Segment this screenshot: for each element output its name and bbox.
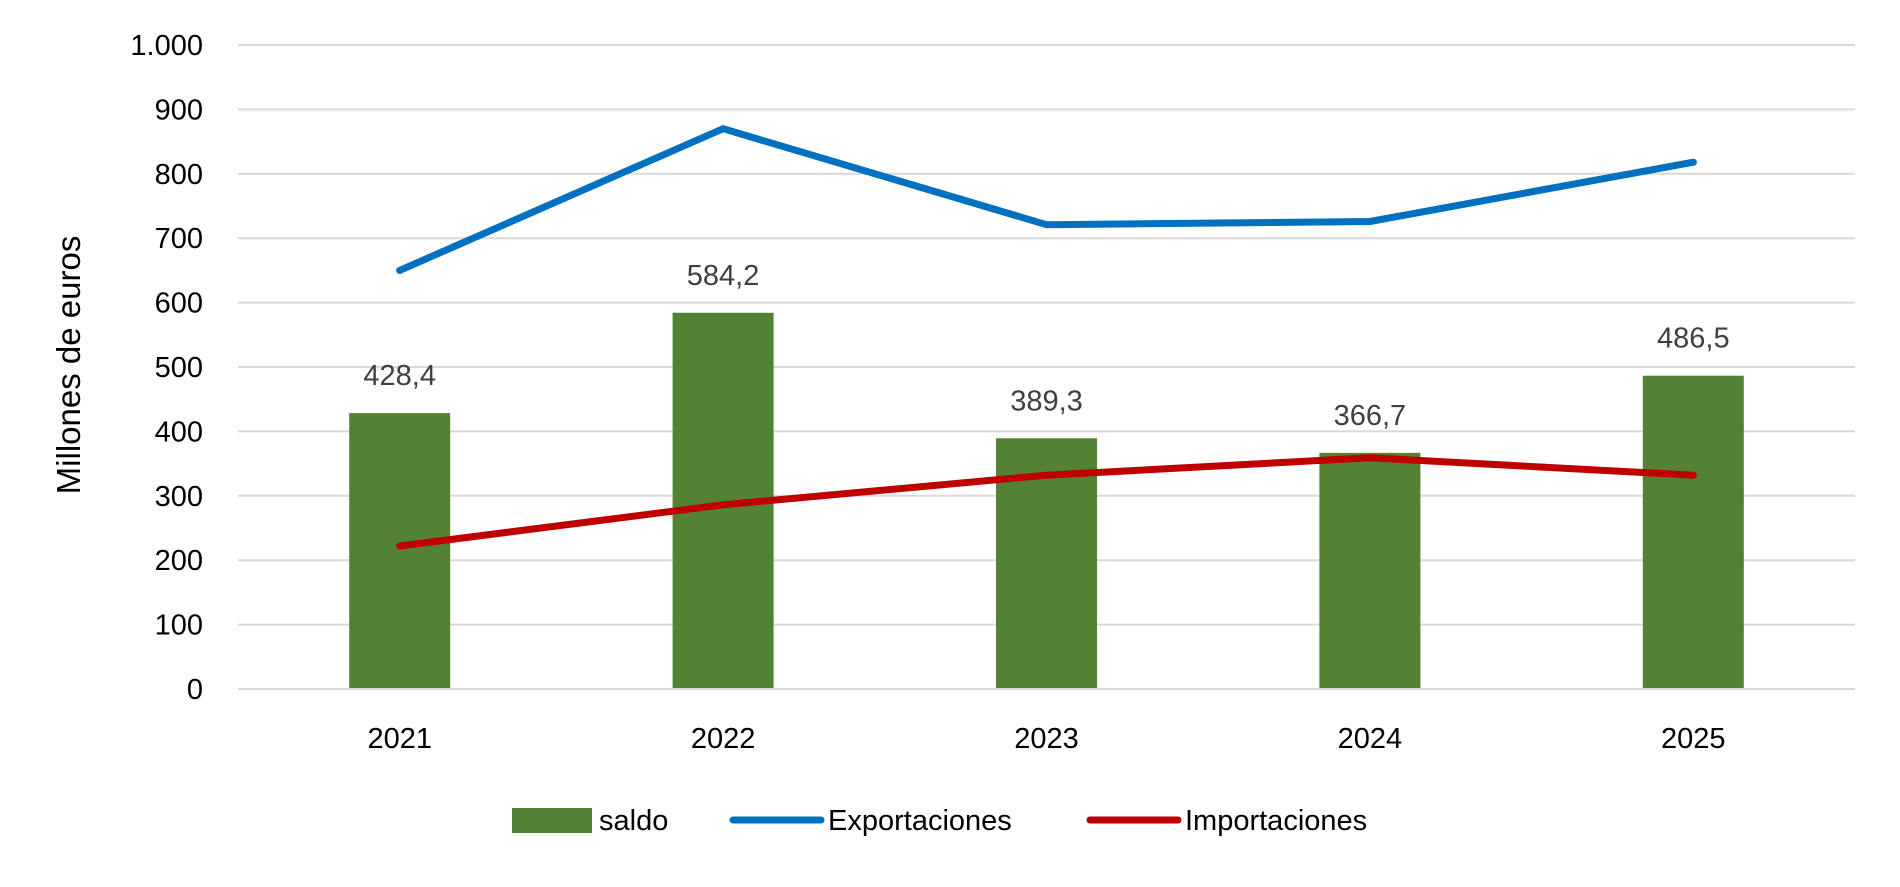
y-tick-label: 900 [155, 94, 203, 126]
line-point-Importaciones[interactable] [719, 501, 727, 509]
x-tick-label: 2025 [1661, 723, 1726, 755]
x-tick-label: 2022 [691, 723, 756, 755]
y-tick-label: 800 [155, 159, 203, 191]
legend-item[interactable]: saldo [512, 805, 668, 837]
x-tick-label: 2021 [367, 723, 432, 755]
y-tick-label: 1.000 [130, 30, 203, 62]
line-point-Importaciones[interactable] [396, 542, 404, 550]
bar-data-label: 389,3 [1010, 385, 1083, 417]
y-tick-label: 0 [187, 674, 203, 706]
bar-saldo[interactable] [349, 413, 451, 689]
line-point-Importaciones[interactable] [1366, 454, 1374, 462]
bar-data-label: 366,7 [1334, 400, 1407, 432]
x-tick-label: 2024 [1338, 723, 1403, 755]
y-tick-label: 400 [155, 416, 203, 448]
y-tick-label: 200 [155, 545, 203, 577]
line-point-Exportaciones[interactable] [1689, 158, 1697, 166]
y-tick-label: 500 [155, 352, 203, 384]
line-series [396, 125, 1697, 550]
legend[interactable]: saldo Exportaciones Importaciones [512, 805, 1367, 837]
y-tick-label: 300 [155, 481, 203, 513]
line-point-Exportaciones[interactable] [1043, 221, 1050, 229]
legend-swatch [512, 808, 592, 833]
y-tick-label: 700 [155, 223, 203, 255]
y-tick-label: 600 [155, 288, 203, 320]
gridlines [238, 44, 1855, 626]
data-labels: 428,4 584,2 389,3 366,7 486,5 [363, 260, 1729, 432]
line-point-Importaciones[interactable] [1043, 471, 1050, 479]
bar-saldo[interactable] [1319, 452, 1421, 689]
bar-series [349, 312, 1744, 689]
y-axis-title: Millones de euros [50, 236, 87, 495]
line-point-Importaciones[interactable] [1689, 471, 1697, 479]
line-Exportaciones[interactable] [396, 125, 1697, 274]
legend-label: Importaciones [1185, 805, 1367, 837]
legend-label: Exportaciones [828, 805, 1012, 837]
bar-saldo[interactable] [1642, 375, 1744, 689]
bar-data-label: 486,5 [1657, 323, 1730, 355]
axes: 0 100 200 300 400 500 600 700 800 900 1.000 2021 202… [130, 30, 1855, 755]
line-point-Exportaciones[interactable] [396, 266, 404, 274]
bar-data-label: 584,2 [687, 260, 760, 292]
bar-data-label: 428,4 [363, 360, 436, 392]
legend-label: saldo [599, 805, 668, 837]
line-point-Exportaciones[interactable] [719, 125, 727, 133]
legend-item[interactable]: Importaciones [1086, 805, 1367, 837]
x-tick-label: 2023 [1014, 723, 1079, 755]
line-point-Exportaciones[interactable] [1366, 217, 1374, 225]
y-tick-label: 100 [155, 610, 203, 642]
legend-item[interactable]: Exportaciones [729, 805, 1012, 837]
